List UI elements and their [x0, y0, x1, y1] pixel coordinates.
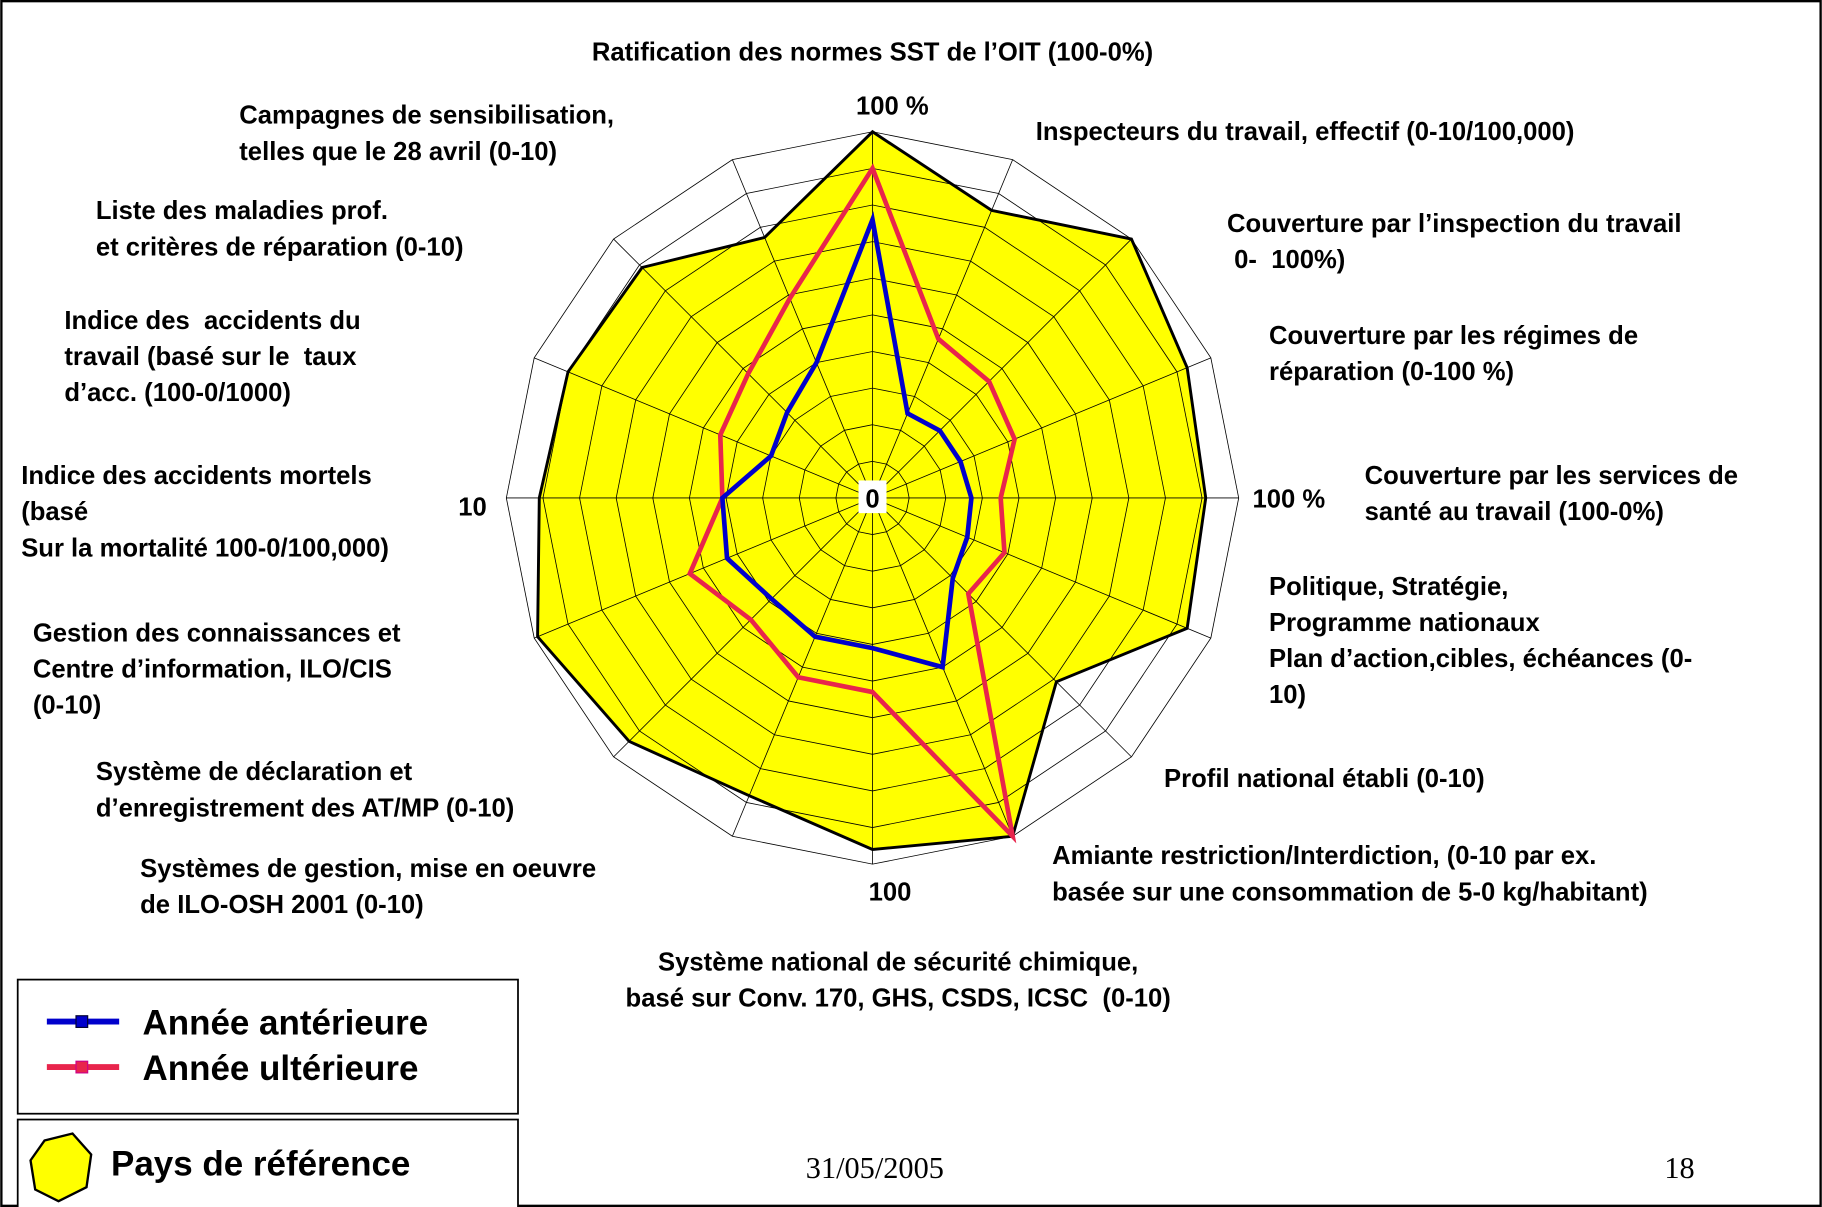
axis-label: Couverture par l’inspection du travail: [1227, 210, 1682, 238]
axis-label: 0- 100%): [1227, 246, 1345, 274]
axis-label: Couverture par les régimes de: [1269, 322, 1638, 350]
axis-label: Profil national établi (0-10): [1164, 765, 1485, 793]
axis-label: et critères de réparation (0-10): [96, 233, 464, 261]
scale-label: 100 %: [856, 92, 929, 120]
spoke: [534, 497, 873, 639]
axis-label: basé sur Conv. 170, GHS, CSDS, ICSC (0-1…: [626, 984, 1171, 1012]
legend-marker: [75, 1060, 89, 1074]
scale-label: 0: [865, 485, 879, 513]
axis-label: Système de déclaration et: [96, 758, 413, 786]
axis-label: Indice des accidents mortels: [21, 462, 372, 490]
spoke: [613, 238, 873, 499]
legend-label: Année ultérieure: [142, 1049, 418, 1088]
axis-label: Centre d’information, ILO/CIS: [33, 656, 392, 684]
legend-label: Pays de référence: [111, 1145, 410, 1184]
axis-label: 10): [1269, 681, 1306, 709]
spoke: [732, 159, 873, 499]
series-polygon: [686, 163, 1018, 844]
axis-label: Indice des accidents du: [64, 307, 360, 335]
legend-marker: [75, 1015, 89, 1028]
axis-label: Systèmes de gestion, mise en oeuvre: [140, 855, 596, 883]
axis-label: (0-10): [33, 692, 101, 720]
axis-label: Sur la mortalité 100-0/100,000): [21, 534, 389, 562]
axis-label: telles que le 28 avril (0-10): [239, 138, 557, 166]
spoke: [872, 159, 1014, 499]
radar-series: [686, 163, 1018, 844]
axis-label: d’enregistrement des AT/MP (0-10): [96, 794, 514, 822]
axis-label: basée sur une consommation de 5-0 kg/hab…: [1052, 878, 1648, 906]
axis-label: réparation (0-100 %): [1269, 358, 1514, 386]
legend-box-reference: [16, 1118, 519, 1207]
axis-label: de ILO-OSH 2001 (0-10): [140, 891, 424, 919]
series-polygon: [719, 211, 974, 671]
axis-label: santé au travail (100-0%): [1365, 498, 1664, 526]
axis-label: Programme nationaux: [1269, 609, 1540, 637]
axis-label: Ratification des normes SST de l’OIT (10…: [592, 39, 1153, 67]
spoke: [613, 497, 873, 758]
spoke: [872, 497, 1211, 639]
axis-label: Liste des maladies prof.: [96, 197, 388, 225]
spoke: [534, 357, 873, 499]
scale-label: 100 %: [1252, 485, 1325, 513]
spoke: [872, 357, 1211, 499]
axis-labels: Ratification des normes SST de l’OIT (10…: [21, 39, 1738, 1013]
axis-label: travail (basé sur le taux: [64, 343, 357, 371]
axis-label: Campagnes de sensibilisation,: [239, 102, 614, 130]
axis-label: Couverture par les services de: [1365, 462, 1738, 490]
axis-label: Inspecteurs du travail, effectif (0-10/1…: [1036, 118, 1575, 146]
spoke: [872, 497, 1132, 758]
legend-label: Année antérieure: [142, 1003, 428, 1042]
legend: Année antérieure Année ultérieure Pays de …: [29, 1003, 428, 1203]
axis-label: Système national de sécurité chimique,: [658, 948, 1138, 976]
spoke: [872, 238, 1132, 499]
scale-label: 10: [458, 493, 487, 521]
center-label-bg: [858, 480, 887, 514]
axis-label: Plan d’action,cibles, échéances (0-: [1269, 645, 1692, 673]
legend-box: [16, 978, 519, 1115]
axis-label: Amiante restriction/Interdiction, (0-10 …: [1052, 842, 1596, 870]
page-number: 18: [1664, 1151, 1694, 1185]
date: 31/05/2005: [806, 1151, 944, 1185]
spoke: [732, 497, 873, 837]
axis-label: (basé: [21, 498, 88, 526]
legend-reference-icon: [29, 1132, 93, 1203]
axis-label: d’acc. (100-0/1000): [64, 379, 291, 407]
scale-label: 100: [869, 878, 912, 906]
axis-label: Gestion des connaissances et: [33, 619, 401, 647]
axis-label: Politique, Stratégie,: [1269, 573, 1508, 601]
